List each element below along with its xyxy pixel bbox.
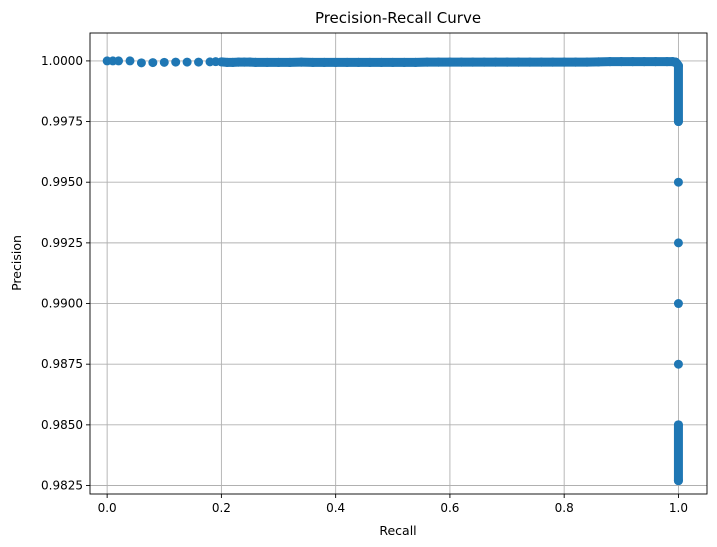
data-point [651,57,661,67]
data-point [673,238,683,248]
x-tick-label: 0.0 [98,501,117,515]
y-tick-label: 0.9875 [41,357,83,371]
data-point [468,57,478,67]
data-point [616,57,626,67]
data-point [411,57,421,67]
y-tick-label: 1.0000 [41,54,83,68]
data-point [525,57,535,67]
x-tick-label: 0.6 [440,501,459,515]
x-tick-label: 1.0 [669,501,688,515]
data-point [354,57,364,67]
data-point [593,57,603,67]
data-point [571,57,581,67]
x-tick-label: 0.2 [212,501,231,515]
data-point [399,57,409,67]
data-point [582,57,592,67]
data-point [274,57,284,67]
y-tick-label: 0.9975 [41,115,83,129]
data-points [102,56,683,486]
data-point [296,57,306,67]
data-point [182,57,192,67]
y-axis-ticks: 0.9825 0.9850 0.9875 0.9900 0.9925 0.9950 0.99… [41,54,90,493]
data-point [491,57,501,67]
data-point [114,56,124,66]
y-tick-label: 0.9950 [41,175,83,189]
data-point [125,56,135,66]
data-point [422,57,432,67]
data-point [262,57,272,67]
data-point [673,117,683,127]
plot-area-frame [89,32,708,495]
data-point [445,57,455,67]
data-point [673,359,683,369]
data-point [308,57,318,67]
y-tick-label: 0.9925 [41,236,83,250]
data-point [673,299,683,309]
data-point [548,57,558,67]
data-point [331,57,341,67]
data-point [159,57,169,67]
data-point [433,57,443,67]
data-point [148,58,158,68]
x-tick-label: 0.8 [555,501,574,515]
grid-lines [90,33,707,494]
data-point [171,57,181,67]
x-axis-label: Recall [379,523,416,538]
y-tick-label: 0.9850 [41,418,83,432]
data-point [251,57,261,67]
data-point [559,57,569,67]
data-point [319,57,329,67]
data-point [536,57,546,67]
data-point [673,177,683,187]
data-point [342,57,352,67]
chart-title: Precision-Recall Curve [315,9,481,27]
data-point [628,57,638,67]
data-point [376,57,386,67]
data-point [605,57,615,67]
data-point [639,57,649,67]
x-tick-label: 0.4 [326,501,345,515]
x-axis-ticks: 0.0 0.2 0.4 0.6 0.8 1.0 [98,494,688,515]
data-point [388,57,398,67]
data-point [136,58,146,68]
data-point [673,420,683,430]
data-point [456,57,466,67]
y-axis-label: Precision [9,235,24,291]
data-point [513,57,523,67]
y-tick-label: 0.9825 [41,479,83,493]
data-point [479,57,489,67]
y-tick-label: 0.9900 [41,297,83,311]
data-point [673,476,683,486]
data-point [365,57,375,67]
data-point [673,61,683,71]
data-point [285,57,295,67]
data-point [502,57,512,67]
data-point [194,57,204,67]
